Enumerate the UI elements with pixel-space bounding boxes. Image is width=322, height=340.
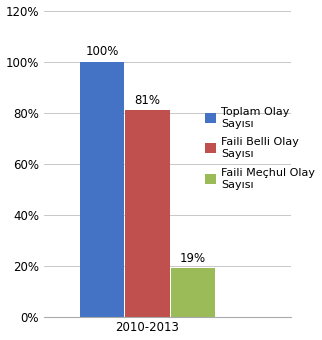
Bar [80,62,124,317]
Text: 81%: 81% [135,94,161,107]
Legend: Toplam Olay
Sayısı, Faili Belli Olay
Sayısı, Faili Meçhul Olay
Sayısı: Toplam Olay Sayısı, Faili Belli Olay Say… [203,105,317,192]
Text: 19%: 19% [180,252,206,265]
Bar [171,268,215,317]
Text: 100%: 100% [85,46,118,58]
Bar [125,110,170,317]
